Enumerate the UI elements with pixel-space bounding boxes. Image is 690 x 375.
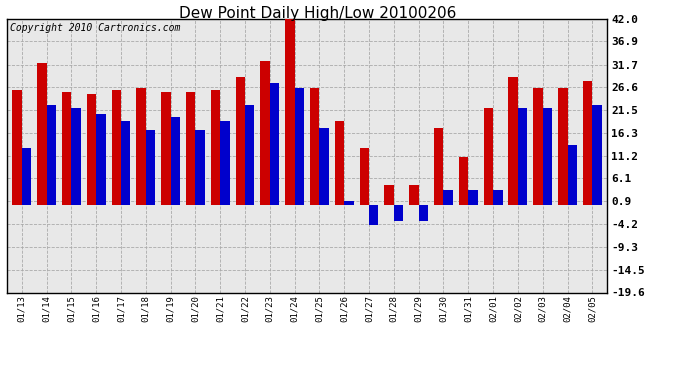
Bar — [344, 201, 354, 206]
Bar — [295, 88, 304, 206]
Bar — [47, 105, 56, 206]
Bar — [170, 117, 180, 206]
Bar — [509, 76, 518, 206]
Bar — [161, 92, 170, 206]
Bar — [146, 130, 155, 206]
Bar — [220, 121, 230, 206]
Bar — [484, 108, 493, 206]
Bar — [518, 108, 527, 206]
Bar — [493, 190, 502, 206]
Text: Copyright 2010 Cartronics.com: Copyright 2010 Cartronics.com — [10, 23, 180, 33]
Bar — [359, 148, 369, 206]
Bar — [419, 206, 428, 221]
Bar — [245, 105, 255, 206]
Bar — [270, 83, 279, 206]
Bar — [87, 94, 96, 206]
Bar — [444, 190, 453, 206]
Bar — [533, 88, 543, 206]
Bar — [583, 81, 592, 206]
Bar — [384, 185, 394, 206]
Bar — [121, 121, 130, 206]
Bar — [409, 185, 419, 206]
Bar — [394, 206, 403, 221]
Bar — [96, 114, 106, 206]
Bar — [195, 130, 205, 206]
Bar — [469, 190, 477, 206]
Bar — [235, 76, 245, 206]
Bar — [71, 108, 81, 206]
Text: Dew Point Daily High/Low 20100206: Dew Point Daily High/Low 20100206 — [179, 6, 456, 21]
Bar — [592, 105, 602, 206]
Bar — [62, 92, 71, 206]
Bar — [434, 128, 444, 206]
Bar — [12, 90, 22, 206]
Bar — [285, 16, 295, 206]
Bar — [137, 88, 146, 206]
Bar — [310, 88, 319, 206]
Bar — [22, 148, 31, 206]
Bar — [335, 121, 344, 206]
Bar — [567, 146, 577, 206]
Bar — [260, 61, 270, 206]
Bar — [37, 63, 47, 206]
Bar — [186, 92, 195, 206]
Bar — [319, 128, 329, 206]
Bar — [211, 90, 220, 206]
Bar — [112, 90, 121, 206]
Bar — [558, 88, 567, 206]
Bar — [543, 108, 552, 206]
Bar — [459, 156, 469, 206]
Bar — [369, 206, 379, 225]
